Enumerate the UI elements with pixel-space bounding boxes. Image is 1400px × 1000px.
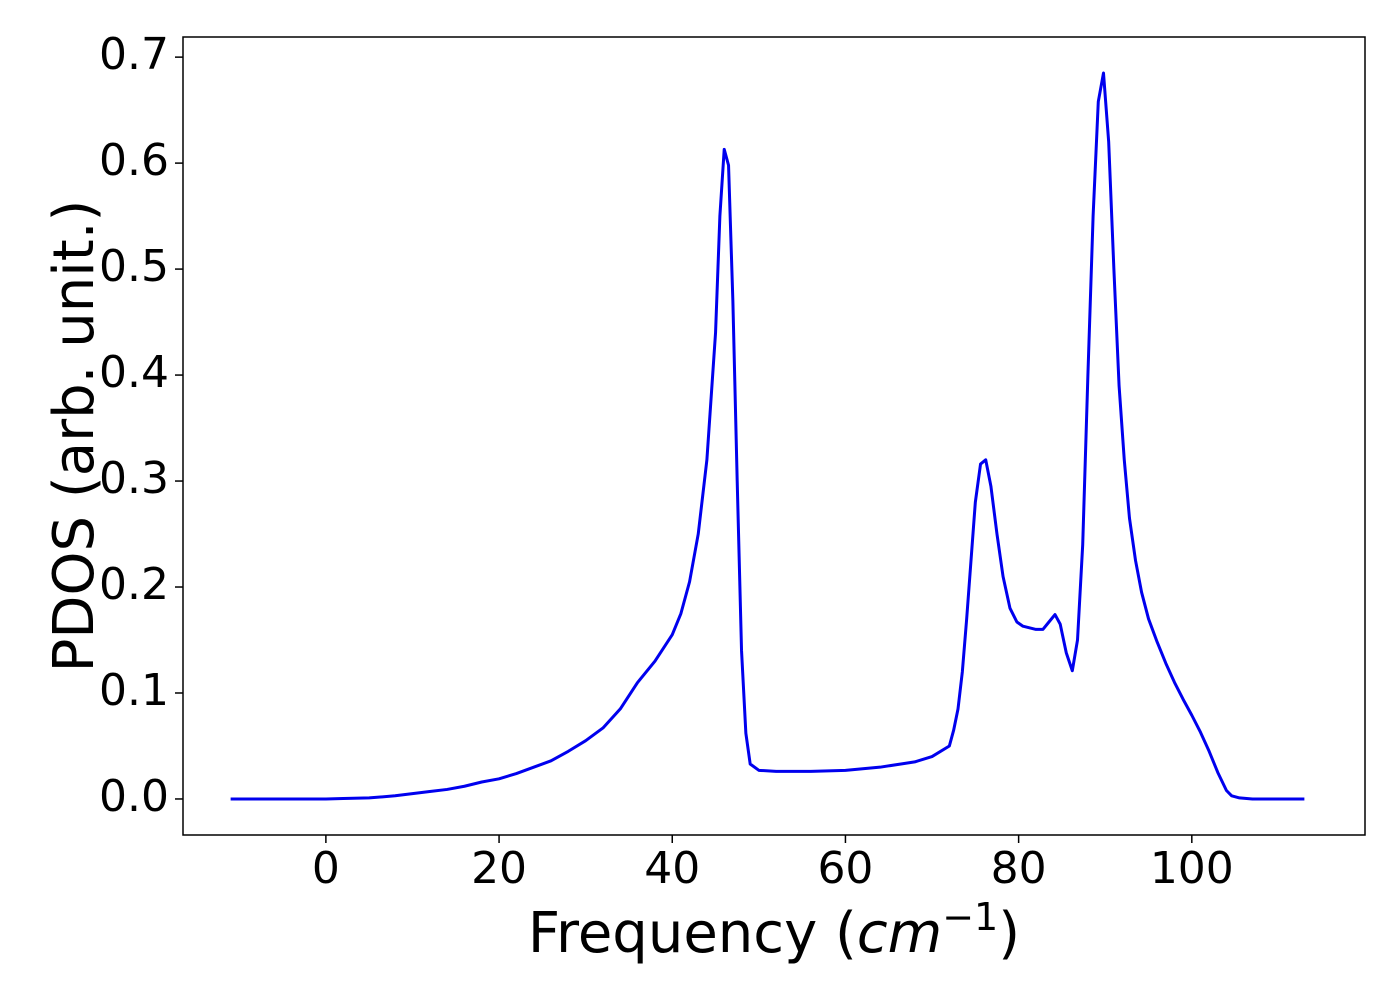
x-tick-label: 0 xyxy=(312,843,340,894)
x-tick-label: 40 xyxy=(644,843,700,894)
y-tick-label: 0.2 xyxy=(99,559,169,610)
x-tick-label: 80 xyxy=(991,843,1047,894)
x-axis-label: Frequency (cm−1) xyxy=(528,895,1020,966)
y-tick-label: 0.6 xyxy=(99,135,169,186)
pdos-line xyxy=(230,71,1305,801)
x-tick-label: 20 xyxy=(471,843,527,894)
y-tick-label: 0.1 xyxy=(99,665,169,716)
y-tick-label: 0.4 xyxy=(99,347,169,398)
y-tick-label: 0.0 xyxy=(99,771,169,822)
y-tick-label: 0.5 xyxy=(99,241,169,292)
y-axis-label: PDOS (arb. unit.) xyxy=(42,200,107,673)
plot-frame xyxy=(182,36,1366,836)
x-tick-label: 100 xyxy=(1150,843,1234,894)
y-tick-label: 0.3 xyxy=(99,453,169,504)
y-tick-label: 0.7 xyxy=(99,29,169,80)
x-tick-label: 60 xyxy=(817,843,873,894)
